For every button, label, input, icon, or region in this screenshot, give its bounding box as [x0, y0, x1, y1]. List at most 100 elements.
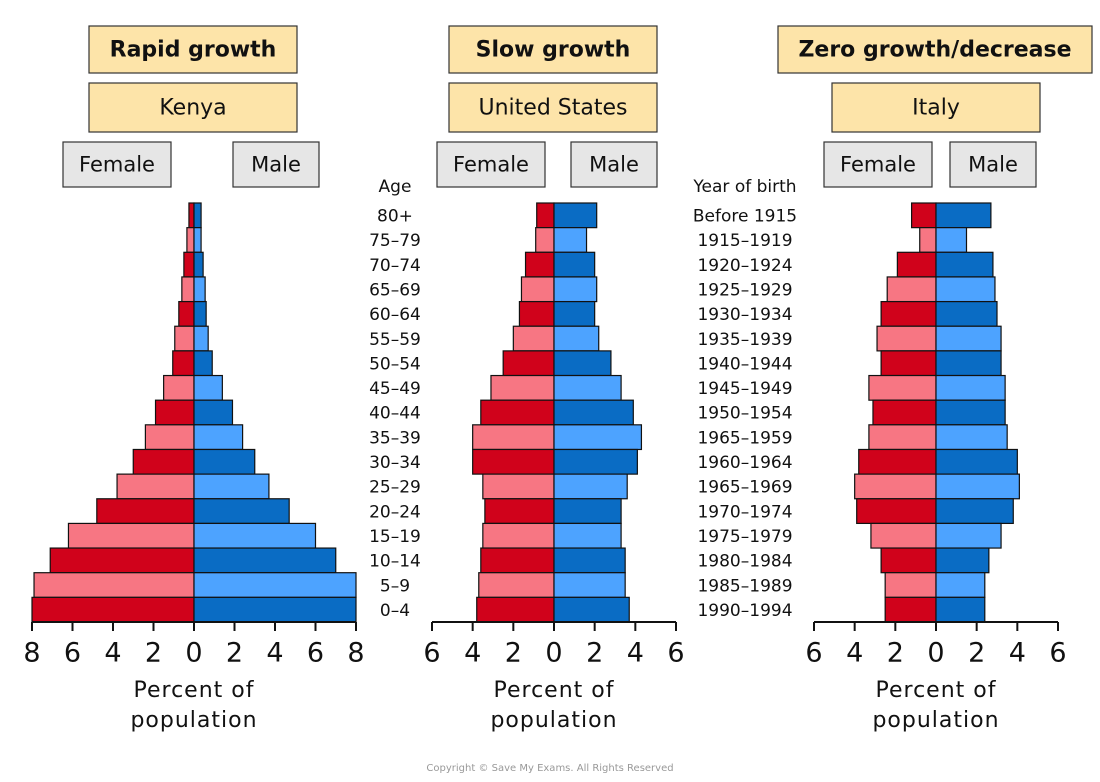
y-tick-label: 5–9	[380, 576, 410, 596]
y-tick-label: 60–64	[369, 305, 421, 325]
legend-label: Male	[589, 153, 639, 177]
bar	[880, 350, 937, 377]
bar	[553, 251, 596, 278]
bar	[502, 350, 555, 377]
bar	[193, 572, 357, 598]
bar	[193, 522, 317, 549]
bar	[512, 325, 555, 352]
y-tick-label: 55–59	[369, 330, 421, 350]
bar	[536, 202, 555, 229]
x-tick-label: 4	[627, 638, 644, 669]
bar	[553, 596, 630, 623]
bar	[935, 325, 1002, 352]
y-tick-label: 1965–1969	[697, 478, 792, 498]
chart-subtitle: Kenya	[159, 96, 226, 121]
bar	[480, 547, 555, 574]
bar	[896, 251, 937, 278]
bar	[868, 374, 937, 401]
x-tick-label: 4	[1009, 638, 1026, 669]
category-title: Age	[379, 177, 412, 197]
legend-label: Male	[968, 153, 1018, 177]
y-tick-label: 1965–1959	[697, 428, 792, 448]
legend-label: Female	[453, 153, 529, 177]
chart-title-box	[448, 25, 658, 74]
bar	[553, 572, 626, 598]
y-tick-label: 1930–1934	[697, 305, 792, 325]
bar	[132, 448, 195, 475]
bar	[482, 522, 555, 549]
bar	[868, 424, 937, 451]
y-tick-label: 1935–1939	[697, 330, 792, 350]
legend-label-box	[62, 141, 172, 188]
bar	[553, 547, 626, 574]
bar	[535, 227, 555, 253]
bar	[870, 522, 937, 549]
bar	[553, 300, 596, 327]
x-axis-label: Percent of population	[872, 678, 1000, 733]
bar	[484, 498, 555, 525]
chart-subtitle-box	[448, 82, 658, 133]
bar	[482, 473, 555, 500]
bar	[935, 547, 990, 574]
bar	[480, 399, 555, 426]
bar	[524, 251, 555, 278]
bar	[193, 276, 206, 303]
bar	[553, 374, 622, 401]
bar	[154, 399, 195, 426]
bar	[178, 300, 195, 327]
legend-label-box	[570, 141, 658, 188]
bar	[553, 498, 622, 525]
bar	[476, 596, 555, 623]
bar	[31, 596, 195, 623]
x-axis-label: Percent of population	[490, 678, 618, 733]
y-tick-label: 1925–1929	[697, 280, 792, 300]
bar	[910, 202, 937, 229]
y-tick-label: 15–19	[369, 527, 421, 547]
bar	[172, 350, 195, 377]
bar	[935, 202, 992, 229]
bar	[884, 596, 937, 623]
bar	[856, 498, 937, 525]
x-tick-label: 2	[226, 638, 243, 669]
bar	[935, 399, 1006, 426]
y-tick-label: 1990–1994	[697, 601, 792, 621]
y-tick-label: 30–34	[369, 453, 421, 473]
bar	[174, 325, 195, 352]
y-tick-label: 10–14	[369, 552, 421, 572]
y-tick-label: 65–69	[369, 280, 421, 300]
bar	[193, 227, 202, 253]
bar	[96, 498, 195, 525]
x-tick-label: 6	[423, 638, 440, 669]
bar	[181, 276, 195, 303]
bar	[553, 522, 622, 549]
x-tick-label: 2	[586, 638, 603, 669]
bar	[193, 547, 337, 574]
y-tick-label: 70–74	[369, 256, 421, 276]
bar	[193, 325, 209, 352]
bar	[144, 424, 195, 451]
bar	[553, 325, 600, 352]
x-tick-label: 0	[927, 638, 944, 669]
x-tick-label: 6	[805, 638, 822, 669]
legend-label-box	[823, 141, 933, 188]
category-title: Year of birth	[692, 177, 796, 197]
x-tick-label: 2	[887, 638, 904, 669]
x-tick-label: 2	[505, 638, 522, 669]
bar	[186, 227, 195, 253]
bar	[478, 572, 555, 598]
bar	[935, 374, 1006, 401]
x-axis-label-wrap: Percent of population	[490, 678, 618, 733]
x-tick-label: 4	[464, 638, 481, 669]
x-tick-label: 8	[23, 638, 40, 669]
x-tick-label: 4	[846, 638, 863, 669]
bar	[880, 547, 937, 574]
bar	[520, 276, 555, 303]
y-tick-label: 1950–1954	[697, 404, 792, 424]
bar	[886, 276, 937, 303]
y-tick-label: 40–44	[369, 404, 421, 424]
y-tick-label: 0–4	[380, 601, 410, 621]
x-tick-label: 6	[64, 638, 81, 669]
legend-label-box	[436, 141, 546, 188]
x-axis-label: Percent of population	[130, 678, 258, 733]
x-tick-label: 0	[545, 638, 562, 669]
